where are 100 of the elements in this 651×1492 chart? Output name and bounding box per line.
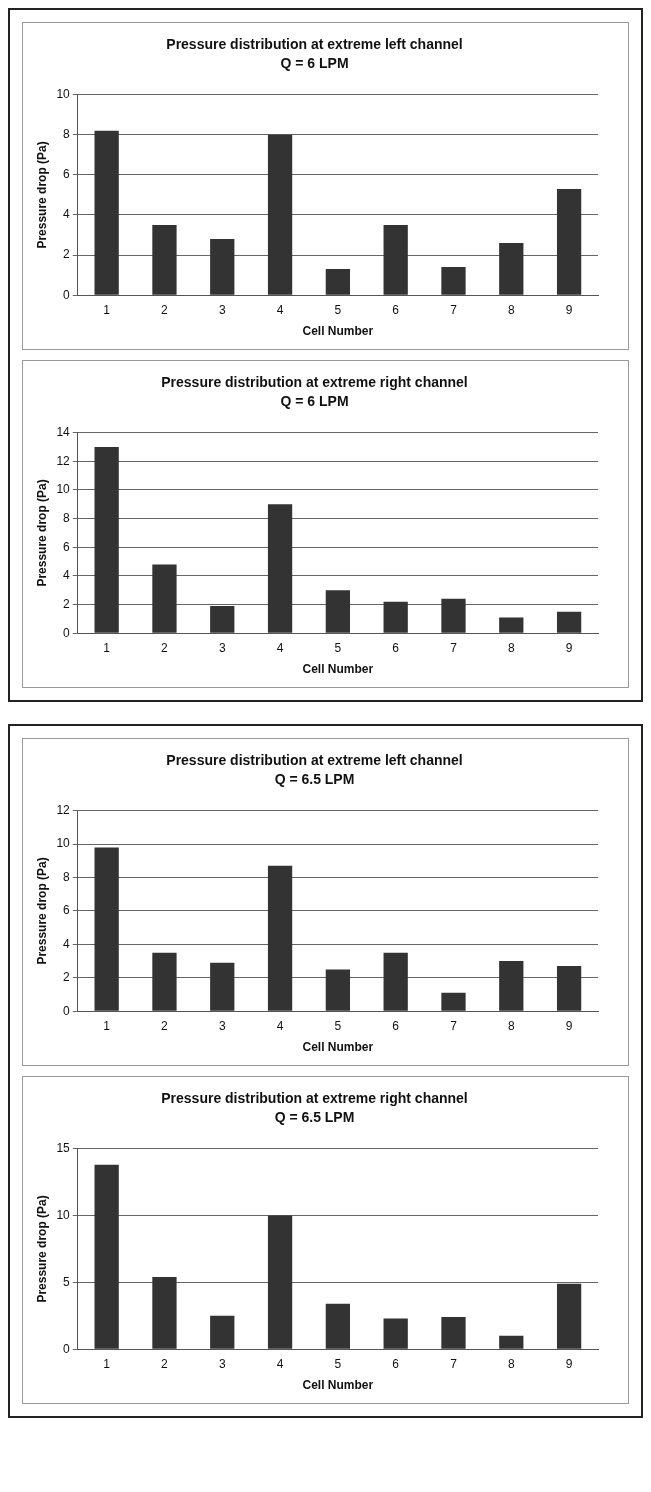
- x-tick-label: 7: [450, 302, 458, 317]
- x-tick-label: 4: [276, 1356, 284, 1371]
- bar: [210, 962, 235, 1011]
- y-tick-label: 8: [63, 127, 71, 142]
- x-tick-label: 9: [565, 1356, 573, 1371]
- x-tick-label: 2: [161, 302, 169, 317]
- bar: [383, 1318, 408, 1349]
- chart-title: Pressure distribution at extreme right channel: [161, 1090, 468, 1107]
- x-tick-label: 5: [334, 640, 342, 655]
- bar: [94, 1164, 119, 1349]
- x-tick-label: 2: [161, 1356, 169, 1371]
- chart-subtitle: Q = 6 LPM: [280, 55, 349, 72]
- x-tick-label: 5: [334, 1356, 342, 1371]
- chart-subtitle: Q = 6.5 LPM: [274, 771, 355, 788]
- y-tick-label: 2: [63, 596, 71, 611]
- bar: [556, 966, 582, 1011]
- x-tick-label: 1: [103, 1356, 111, 1371]
- x-tick-label: 5: [334, 1018, 342, 1033]
- bar: [210, 605, 235, 633]
- y-axis-title: Pressure drop (Pa): [34, 141, 49, 249]
- bar: [325, 269, 351, 295]
- y-tick-label: 0: [63, 287, 71, 302]
- x-tick-label: 4: [276, 302, 284, 317]
- x-tick-label: 3: [218, 640, 226, 655]
- y-tick-label: 4: [63, 936, 71, 951]
- x-tick-label: 3: [218, 302, 226, 317]
- x-tick-label: 5: [334, 302, 342, 317]
- bar: [267, 1215, 293, 1349]
- bar: [267, 134, 293, 295]
- bar: [94, 130, 119, 295]
- x-tick-label: 2: [161, 1018, 169, 1033]
- x-tick-label: 8: [507, 1356, 515, 1371]
- x-tick-label: 6: [392, 302, 400, 317]
- bar: [325, 1303, 351, 1349]
- y-tick-label: 10: [56, 482, 71, 497]
- y-tick-label: 8: [63, 510, 71, 525]
- y-tick-label: 6: [63, 539, 71, 554]
- bar: [499, 1335, 524, 1349]
- y-axis-title: Pressure drop (Pa): [34, 1195, 49, 1303]
- x-tick-label: 2: [161, 640, 169, 655]
- y-tick-label: 15: [56, 1140, 71, 1155]
- bar: [94, 446, 119, 633]
- x-tick-label: 6: [392, 1356, 400, 1371]
- bar: [210, 239, 235, 295]
- x-axis-title: Cell Number: [302, 662, 374, 677]
- x-tick-label: 9: [565, 1018, 573, 1033]
- y-tick-label: 2: [63, 970, 71, 985]
- y-axis-title: Pressure drop (Pa): [34, 479, 49, 587]
- chart-title: Pressure distribution at extreme left channel: [166, 752, 463, 769]
- x-tick-label: 7: [450, 640, 458, 655]
- bar: [499, 617, 524, 633]
- bar: [267, 504, 293, 633]
- y-tick-label: 12: [56, 453, 71, 468]
- y-tick-label: 4: [63, 568, 71, 583]
- y-tick-label: 12: [56, 802, 71, 817]
- bar: [383, 601, 408, 633]
- x-axis-title: Cell Number: [302, 1040, 374, 1055]
- bar: [383, 952, 408, 1011]
- y-axis-title: Pressure drop (Pa): [34, 857, 49, 965]
- x-tick-label: 7: [450, 1018, 458, 1033]
- y-tick-label: 6: [63, 167, 71, 182]
- x-tick-label: 6: [392, 1018, 400, 1033]
- x-tick-label: 8: [507, 640, 515, 655]
- x-tick-label: 7: [450, 1356, 458, 1371]
- x-tick-label: 9: [565, 302, 573, 317]
- y-tick-label: 2: [63, 247, 71, 262]
- bar: [152, 224, 177, 295]
- x-tick-label: 8: [507, 302, 515, 317]
- y-tick-label: 10: [56, 836, 71, 851]
- bar: [441, 598, 466, 633]
- bar: [556, 188, 582, 295]
- y-tick-label: 0: [63, 625, 71, 640]
- chart-title: Pressure distribution at extreme right channel: [161, 374, 468, 391]
- y-tick-label: 10: [56, 86, 71, 101]
- bar: [267, 865, 293, 1011]
- x-tick-label: 3: [218, 1018, 226, 1033]
- y-tick-label: 0: [63, 1003, 71, 1018]
- x-axis-title: Cell Number: [302, 324, 374, 339]
- y-tick-label: 10: [56, 1207, 71, 1222]
- bar: [210, 1315, 235, 1349]
- bar: [152, 564, 177, 633]
- y-tick-label: 6: [63, 903, 71, 918]
- bar: [152, 1276, 177, 1349]
- bar: [441, 1317, 466, 1349]
- bar: [152, 952, 177, 1011]
- y-tick-label: 5: [63, 1274, 71, 1289]
- x-tick-label: 6: [392, 640, 400, 655]
- x-tick-label: 1: [103, 640, 111, 655]
- bar: [383, 224, 408, 295]
- bar: [441, 992, 466, 1011]
- x-axis-title: Cell Number: [302, 1378, 374, 1393]
- y-tick-label: 14: [56, 424, 71, 439]
- x-tick-label: 8: [507, 1018, 515, 1033]
- bar: [499, 961, 524, 1011]
- y-tick-label: 0: [63, 1341, 71, 1356]
- chart-title: Pressure distribution at extreme left channel: [166, 36, 463, 53]
- bar: [441, 267, 466, 295]
- x-tick-label: 3: [218, 1356, 226, 1371]
- y-tick-label: 8: [63, 869, 71, 884]
- chart-subtitle: Q = 6 LPM: [280, 393, 349, 410]
